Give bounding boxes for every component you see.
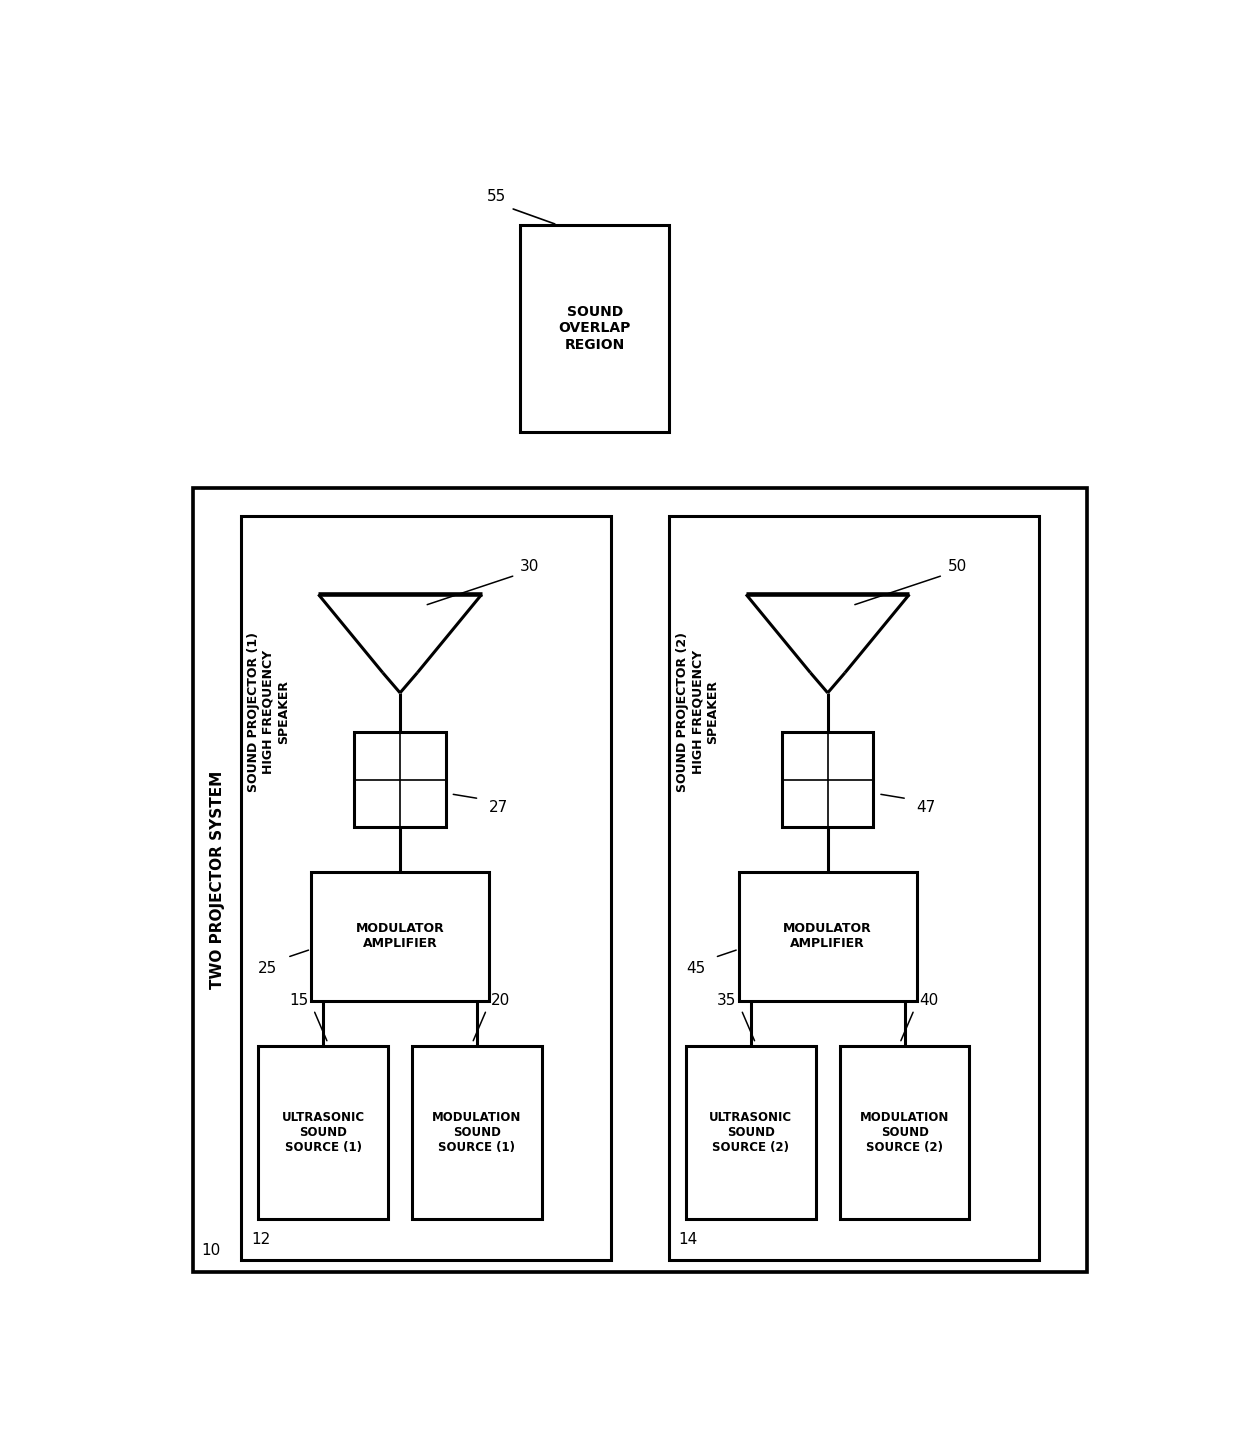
Text: ULTRASONIC
SOUND
SOURCE (2): ULTRASONIC SOUND SOURCE (2) [709, 1111, 792, 1154]
Bar [355, 731, 445, 827]
Text: TWO PROJECTOR SYSTEM: TWO PROJECTOR SYSTEM [210, 771, 224, 989]
Text: ULTRASONIC
SOUND
SOURCE (1): ULTRASONIC SOUND SOURCE (1) [281, 1111, 365, 1154]
Text: MODULATION
SOUND
SOURCE (1): MODULATION SOUND SOURCE (1) [433, 1111, 522, 1154]
Bar [193, 489, 1087, 1272]
Text: 45: 45 [686, 961, 706, 976]
Text: 50: 50 [947, 558, 967, 574]
Bar [839, 1045, 970, 1218]
Text: MODULATOR
AMPLIFIER: MODULATOR AMPLIFIER [356, 922, 444, 951]
Text: MODULATOR
AMPLIFIER: MODULATOR AMPLIFIER [784, 922, 872, 951]
Text: MODULATION
SOUND
SOURCE (2): MODULATION SOUND SOURCE (2) [859, 1111, 950, 1154]
Bar [739, 872, 916, 1000]
Text: 30: 30 [520, 558, 539, 574]
Text: SOUND
OVERLAP
REGION: SOUND OVERLAP REGION [558, 305, 631, 352]
Text: 14: 14 [678, 1232, 698, 1248]
Text: 27: 27 [489, 800, 508, 816]
Bar [311, 872, 489, 1000]
Text: 35: 35 [717, 993, 737, 1008]
Text: 47: 47 [916, 800, 936, 816]
Bar [412, 1045, 542, 1218]
Bar [521, 225, 670, 432]
Bar [686, 1045, 816, 1218]
Bar [258, 1045, 388, 1218]
Text: SOUND PROJECTOR (2)
HIGH FREQUENCY
SPEAKER: SOUND PROJECTOR (2) HIGH FREQUENCY SPEAK… [677, 632, 719, 792]
Text: SOUND PROJECTOR (1)
HIGH FREQUENCY
SPEAKER: SOUND PROJECTOR (1) HIGH FREQUENCY SPEAK… [247, 632, 290, 792]
Bar [670, 516, 1039, 1261]
Text: 55: 55 [486, 189, 506, 205]
Bar [782, 731, 873, 827]
Text: 40: 40 [919, 993, 939, 1008]
Text: 12: 12 [250, 1232, 270, 1248]
Text: 10: 10 [201, 1243, 221, 1258]
Text: 25: 25 [258, 961, 278, 976]
Text: 20: 20 [491, 993, 511, 1008]
Text: 15: 15 [289, 993, 309, 1008]
Bar [242, 516, 611, 1261]
